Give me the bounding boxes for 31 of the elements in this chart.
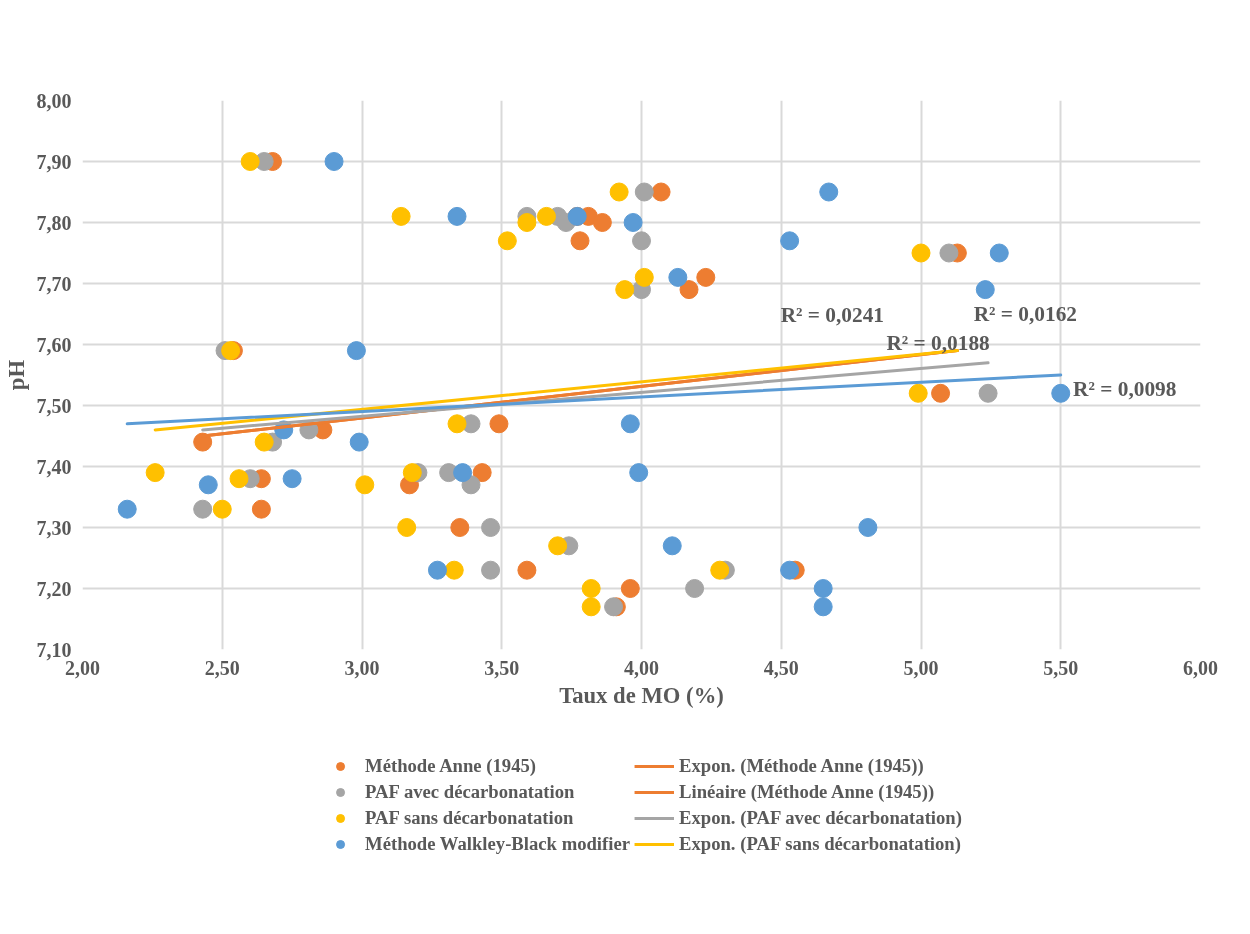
y-tick-label: 7,20 [36,577,72,600]
x-tick-label: 4,50 [763,656,799,679]
x-tick-label: 3,50 [484,656,520,679]
y-tick-label: 7,80 [36,211,72,234]
annotation: R² = 0,0188 [886,330,990,355]
x-axis-title: Taux de MO (%) [559,682,724,708]
y-tick-label: 7,70 [36,272,72,295]
y-tick-label: 8,00 [36,89,72,112]
y-tick-label: 7,40 [36,455,72,478]
annotation: R² = 0,0098 [1073,377,1177,401]
y-tick-label: 7,50 [36,394,72,417]
y-tick-label: 7,90 [36,150,72,173]
legend-label: PAF avec décarbonatation [365,781,575,803]
legend-label: Méthode Walkley-Black modifier [365,833,631,855]
legend-label: Expon. (PAF sans décarbonatation) [679,833,961,855]
legend-label: Expon. (PAF avec décarbonatation) [679,807,962,829]
legend-label: Méthode Anne (1945) [365,755,537,777]
y-tick-label: 7,30 [36,516,72,539]
legend-label: Expon. (Méthode Anne (1945)) [679,755,924,777]
annotation: R² = 0,0162 [973,301,1077,326]
legend-label: PAF sans décarbonatation [365,807,574,829]
y-tick-label: 7,60 [36,333,72,356]
y-axis-title: pH [3,359,29,391]
legend-label: Linéaire (Méthode Anne (1945)) [679,781,935,803]
x-tick-label: 6,00 [1183,656,1218,679]
x-tick-label: 3,00 [344,656,380,679]
x-tick-label: 5,50 [1043,656,1079,679]
annotation: R² = 0,0241 [780,302,884,327]
x-tick-label: 4,00 [624,656,659,679]
x-tick-label: 5,00 [903,656,939,679]
x-tick-label: 2,50 [204,656,240,679]
